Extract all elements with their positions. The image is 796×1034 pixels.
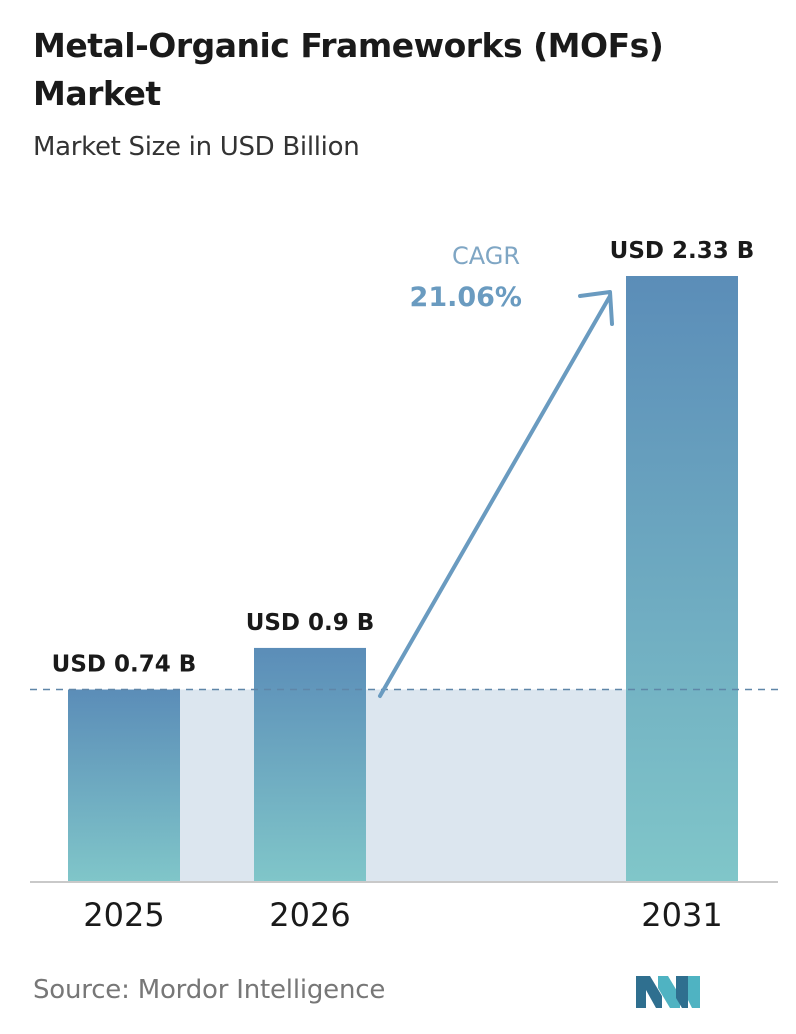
data-label-2031: USD 2.33 B (610, 238, 755, 264)
x-tick-label-2026: 2026 (269, 896, 350, 934)
chart-title: Metal-Organic Frameworks (MOFs) Market (33, 26, 664, 113)
cagr-arrow-head (578, 290, 614, 326)
cagr-label: CAGR (452, 242, 520, 270)
x-tick-label-2025: 2025 (83, 896, 164, 934)
bar-chart: 2025 2026 2031 USD 0.74 B USD 0.9 B USD 2.33 … (30, 238, 780, 934)
data-label-2025: USD 0.74 B (52, 652, 197, 678)
mordor-intelligence-logo (636, 976, 700, 1008)
x-tick-label-2031: 2031 (641, 896, 722, 934)
bar-2031 (626, 276, 738, 882)
source-note: Source: Mordor Intelligence (33, 975, 386, 1005)
cagr-arrow (378, 294, 612, 698)
cagr-value: 21.06% (410, 282, 522, 313)
bar-2026 (254, 647, 366, 882)
chart-subtitle: Market Size in USD Billion (33, 132, 360, 162)
data-label-2026: USD 0.9 B (246, 610, 375, 636)
bar-2025 (68, 689, 180, 882)
